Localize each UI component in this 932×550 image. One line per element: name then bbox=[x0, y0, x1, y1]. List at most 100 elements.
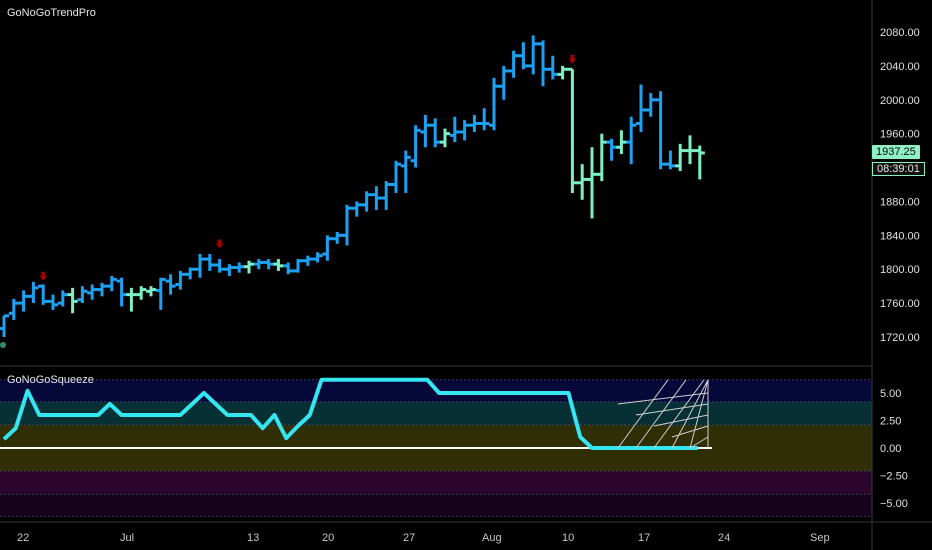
price-bar[interactable] bbox=[234, 262, 244, 272]
price-bar[interactable] bbox=[58, 290, 68, 306]
price-bar[interactable] bbox=[215, 259, 225, 273]
squeeze-axis[interactable]: 5.00 2.50 0.00 −2.50 −5.00 bbox=[880, 388, 908, 510]
price-bar[interactable] bbox=[656, 91, 666, 169]
squeeze-band bbox=[0, 448, 872, 471]
price-bar[interactable] bbox=[342, 205, 352, 246]
nogo-arrow-icon bbox=[568, 55, 576, 64]
price-bar[interactable] bbox=[9, 299, 19, 320]
price-bar[interactable] bbox=[607, 139, 617, 161]
price-bar[interactable] bbox=[19, 290, 29, 311]
price-bar[interactable] bbox=[665, 151, 675, 170]
price-bar[interactable] bbox=[440, 129, 450, 148]
squeeze-axis-tick: 5.00 bbox=[880, 388, 901, 400]
price-axis-tick: 2000.00 bbox=[880, 95, 920, 107]
price-bar[interactable] bbox=[28, 282, 38, 303]
price-bar[interactable] bbox=[87, 284, 97, 299]
price-bar[interactable] bbox=[322, 235, 332, 260]
price-pane-title: GoNoGoTrendPro bbox=[7, 7, 96, 19]
price-bar[interactable] bbox=[48, 295, 58, 310]
price-axis-tick: 1960.00 bbox=[880, 129, 920, 141]
price-bar[interactable] bbox=[195, 254, 205, 278]
price-bar[interactable] bbox=[420, 115, 430, 147]
price-bar[interactable] bbox=[38, 284, 48, 304]
price-bar[interactable] bbox=[675, 144, 685, 171]
price-bar[interactable] bbox=[460, 120, 470, 140]
price-axis-tick: 1800.00 bbox=[880, 264, 920, 276]
price-bar[interactable] bbox=[0, 316, 9, 337]
time-axis-tick: 20 bbox=[322, 532, 334, 544]
squeeze-pane[interactable] bbox=[0, 380, 872, 516]
price-bar[interactable] bbox=[538, 40, 548, 86]
time-axis-tick: 24 bbox=[718, 532, 730, 544]
price-bar[interactable] bbox=[450, 117, 460, 142]
price-bar[interactable] bbox=[548, 56, 558, 80]
price-bar[interactable] bbox=[264, 259, 274, 269]
price-bar[interactable] bbox=[146, 286, 156, 296]
price-bar[interactable] bbox=[626, 117, 636, 164]
price-bar[interactable] bbox=[577, 164, 587, 200]
price-bar[interactable] bbox=[509, 51, 519, 78]
price-bar[interactable] bbox=[391, 161, 401, 193]
time-axis-tick: 10 bbox=[562, 532, 574, 544]
time-axis-tick: 17 bbox=[638, 532, 650, 544]
price-bar[interactable] bbox=[185, 268, 195, 280]
price-bar[interactable] bbox=[362, 191, 372, 211]
price-bar[interactable] bbox=[332, 232, 342, 244]
price-bar[interactable] bbox=[479, 108, 489, 130]
price-bar[interactable] bbox=[205, 254, 215, 271]
squeeze-band bbox=[0, 471, 872, 494]
squeeze-axis-tick: −2.50 bbox=[880, 471, 908, 483]
time-axis-tick: Jul bbox=[120, 532, 134, 544]
price-bar[interactable] bbox=[126, 288, 136, 312]
price-bar[interactable] bbox=[166, 274, 176, 294]
price-bar[interactable] bbox=[175, 271, 185, 290]
price-bar[interactable] bbox=[430, 118, 440, 147]
price-bar[interactable] bbox=[68, 288, 78, 313]
price-bar[interactable] bbox=[685, 135, 695, 164]
price-bar[interactable] bbox=[558, 66, 568, 80]
price-bar[interactable] bbox=[518, 42, 528, 69]
bar-countdown-label: 08:39:01 bbox=[872, 162, 925, 176]
price-bar[interactable] bbox=[499, 66, 509, 100]
price-bar[interactable] bbox=[371, 186, 381, 210]
nogo-arrow-icon bbox=[216, 240, 224, 249]
price-bar[interactable] bbox=[381, 181, 391, 210]
price-bar[interactable] bbox=[636, 85, 646, 132]
price-bar[interactable] bbox=[646, 93, 656, 117]
price-bar[interactable] bbox=[567, 69, 577, 193]
price-axis-tick: 1720.00 bbox=[880, 332, 920, 344]
price-bar[interactable] bbox=[273, 259, 283, 271]
price-axis[interactable]: 2080.002040.002000.001960.001920.001880.… bbox=[880, 27, 920, 344]
price-bar[interactable] bbox=[303, 256, 313, 266]
price-axis-tick: 2080.00 bbox=[880, 27, 920, 39]
price-pane[interactable] bbox=[0, 35, 705, 348]
price-bar[interactable] bbox=[528, 35, 538, 74]
price-bar[interactable] bbox=[224, 264, 234, 276]
time-axis-tick: 13 bbox=[247, 532, 259, 544]
squeeze-band bbox=[0, 425, 872, 448]
price-bar[interactable] bbox=[352, 201, 362, 216]
squeeze-band bbox=[0, 494, 872, 516]
price-bar[interactable] bbox=[107, 276, 117, 291]
price-bar[interactable] bbox=[489, 78, 499, 131]
price-bar[interactable] bbox=[244, 261, 254, 274]
price-bar[interactable] bbox=[616, 130, 626, 154]
price-bar[interactable] bbox=[401, 151, 411, 193]
price-bar[interactable] bbox=[597, 134, 607, 181]
price-bar[interactable] bbox=[97, 283, 107, 297]
price-bar[interactable] bbox=[156, 278, 166, 310]
price-bar[interactable] bbox=[283, 262, 293, 274]
price-bar[interactable] bbox=[469, 115, 479, 132]
price-bar[interactable] bbox=[136, 286, 146, 300]
price-bar[interactable] bbox=[587, 147, 597, 218]
price-bar[interactable] bbox=[77, 286, 87, 303]
price-bar[interactable] bbox=[117, 278, 127, 307]
time-axis[interactable]: 22 Jul 13 20 27 Aug 10 17 24 Sep bbox=[17, 532, 830, 544]
squeeze-axis-tick: −5.00 bbox=[880, 498, 908, 510]
price-bar[interactable] bbox=[313, 252, 323, 262]
price-bar[interactable] bbox=[411, 125, 421, 167]
price-bar[interactable] bbox=[293, 259, 303, 273]
price-bar[interactable] bbox=[695, 146, 705, 180]
price-bar[interactable] bbox=[254, 259, 264, 269]
